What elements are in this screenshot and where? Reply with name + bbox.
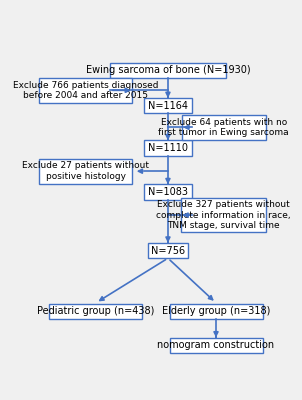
FancyBboxPatch shape <box>181 198 266 232</box>
FancyBboxPatch shape <box>148 243 188 258</box>
FancyBboxPatch shape <box>169 338 262 353</box>
Text: Exclude 327 patients without
complete information in race,
TNM stage, survival t: Exclude 327 patients without complete in… <box>156 200 291 230</box>
Text: N=756: N=756 <box>151 246 185 256</box>
Text: N=1083: N=1083 <box>148 187 188 197</box>
Text: Exclude 766 patients diagnosed
before 2004 and after 2015: Exclude 766 patients diagnosed before 20… <box>13 81 159 100</box>
Text: Ewing sarcoma of bone (N=1930): Ewing sarcoma of bone (N=1930) <box>86 65 250 75</box>
FancyBboxPatch shape <box>39 159 132 184</box>
Text: Exclude 64 patients with no
first tumor in Ewing sarcoma: Exclude 64 patients with no first tumor … <box>159 118 289 137</box>
Text: Elderly group (n=318): Elderly group (n=318) <box>162 306 270 316</box>
FancyBboxPatch shape <box>144 184 192 200</box>
FancyBboxPatch shape <box>169 304 262 319</box>
FancyBboxPatch shape <box>39 78 132 103</box>
Text: Exclude 27 patients without
positive histology: Exclude 27 patients without positive his… <box>22 162 149 181</box>
Text: N=1164: N=1164 <box>148 101 188 111</box>
Text: nomogram construction: nomogram construction <box>157 340 275 350</box>
FancyBboxPatch shape <box>110 63 226 78</box>
FancyBboxPatch shape <box>182 115 265 140</box>
Text: Pediatric group (n=438): Pediatric group (n=438) <box>37 306 155 316</box>
FancyBboxPatch shape <box>144 140 192 156</box>
FancyBboxPatch shape <box>49 304 142 319</box>
FancyBboxPatch shape <box>144 98 192 114</box>
Text: N=1110: N=1110 <box>148 143 188 153</box>
